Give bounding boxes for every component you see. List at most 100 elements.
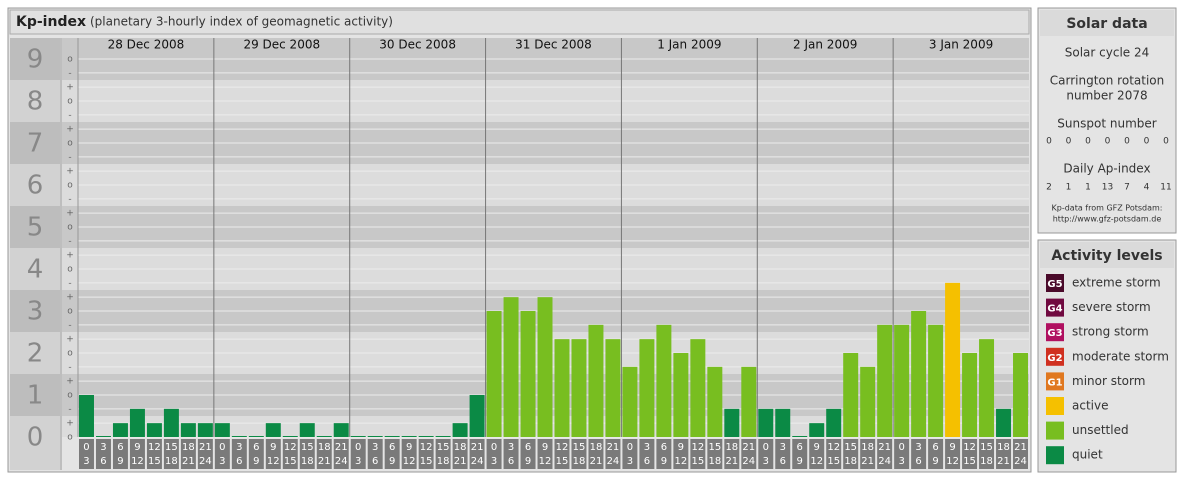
x-tick-label: 12 [556, 442, 569, 453]
y-tick-label: 8 [27, 87, 44, 117]
bar [129, 408, 145, 437]
bar [469, 395, 485, 437]
y-tick-label: 4 [27, 255, 44, 285]
legend-label: extreme storm [1072, 276, 1161, 290]
digit-band [10, 290, 60, 332]
x-tick-label: 21 [878, 442, 891, 453]
bar [877, 324, 893, 437]
bar [945, 282, 961, 437]
x-tick-label: 6 [117, 442, 123, 453]
bar [809, 423, 825, 437]
bar [605, 339, 621, 437]
y-subtick-label: o [67, 223, 73, 233]
hour-box [520, 439, 536, 469]
bar [741, 366, 757, 437]
hour-box [979, 439, 995, 469]
hour-box [605, 439, 621, 469]
x-tick-label: 9 [406, 442, 412, 453]
x-tick-label: 3 [627, 456, 633, 467]
bar [894, 324, 910, 437]
hour-box [197, 439, 213, 469]
y-subtick-label: + [66, 167, 74, 177]
hour-box [775, 439, 791, 469]
bar [95, 436, 111, 437]
hour-box [588, 439, 604, 469]
sunspot-value: 0 [1144, 137, 1150, 147]
y-subtick-label: o [67, 55, 73, 65]
y-subtick-label: + [66, 125, 74, 135]
sunspot-value: 0 [1066, 137, 1072, 147]
legend-label: moderate storm [1072, 349, 1169, 363]
y-subtick-label: - [68, 278, 71, 288]
bar [452, 423, 468, 437]
x-tick-label: 21 [861, 456, 874, 467]
x-tick-label: 24 [199, 456, 212, 467]
x-tick-label: 0 [355, 442, 361, 453]
hour-box [809, 439, 825, 469]
digit-band [10, 248, 60, 290]
hour-box [129, 439, 145, 469]
x-tick-label: 9 [949, 442, 955, 453]
bar [418, 436, 434, 437]
legend-label: active [1072, 399, 1108, 413]
carrington: Carrington rotation [1050, 74, 1164, 88]
hour-box [214, 439, 230, 469]
x-tick-label: 24 [335, 456, 348, 467]
x-tick-label: 9 [542, 442, 548, 453]
digit-band [10, 80, 60, 122]
bar [79, 395, 94, 437]
bar [146, 423, 162, 437]
x-tick-label: 18 [182, 442, 195, 453]
hour-box [962, 439, 978, 469]
bar [282, 436, 298, 437]
hour-box [571, 439, 587, 469]
x-tick-label: 6 [661, 442, 667, 453]
hour-box [367, 439, 383, 469]
bar [911, 311, 927, 437]
hour-box [231, 439, 247, 469]
subtitle: (planetary 3-hourly index of geomagnetic… [90, 15, 393, 29]
x-tick-label: 15 [827, 456, 840, 467]
bar [962, 353, 978, 437]
hour-box [639, 439, 655, 469]
x-tick-label: 3 [915, 442, 921, 453]
y-subtick-label: + [66, 209, 74, 219]
y-subtick-label: + [66, 293, 74, 303]
x-tick-label: 18 [165, 456, 178, 467]
y-subtick-label: - [68, 194, 71, 204]
legend-swatch [1046, 446, 1064, 465]
ap-value: 7 [1124, 183, 1130, 193]
x-tick-label: 15 [980, 442, 993, 453]
x-tick-label: 15 [301, 442, 314, 453]
x-tick-label: 18 [861, 442, 874, 453]
x-tick-label: 3 [83, 456, 89, 467]
ap-title: Daily Ap-index [1063, 162, 1150, 176]
hour-box [690, 439, 706, 469]
hour-box [911, 439, 927, 469]
bar [554, 339, 570, 437]
x-tick-label: 15 [556, 456, 569, 467]
bar [622, 366, 638, 437]
x-tick-label: 15 [148, 456, 161, 467]
hour-box [248, 439, 264, 469]
x-tick-label: 6 [372, 456, 378, 467]
digit-band [10, 164, 60, 206]
bar [571, 339, 587, 437]
y-subtick-label: - [68, 404, 71, 414]
x-tick-label: 6 [644, 456, 650, 467]
x-tick-label: 15 [437, 442, 450, 453]
x-tick-label: 21 [335, 442, 348, 453]
x-tick-label: 9 [661, 456, 667, 467]
x-tick-label: 12 [148, 442, 161, 453]
legend-swatch [1046, 298, 1064, 317]
bar [401, 436, 417, 437]
sunspot-value: 0 [1046, 137, 1052, 147]
bar [588, 324, 604, 437]
digit-band [10, 416, 60, 470]
x-tick-label: 21 [199, 442, 212, 453]
y-subtick-label: o [67, 139, 73, 149]
digit-band [10, 332, 60, 374]
bar [656, 324, 672, 437]
x-tick-label: 0 [627, 442, 633, 453]
hour-box [112, 439, 128, 469]
